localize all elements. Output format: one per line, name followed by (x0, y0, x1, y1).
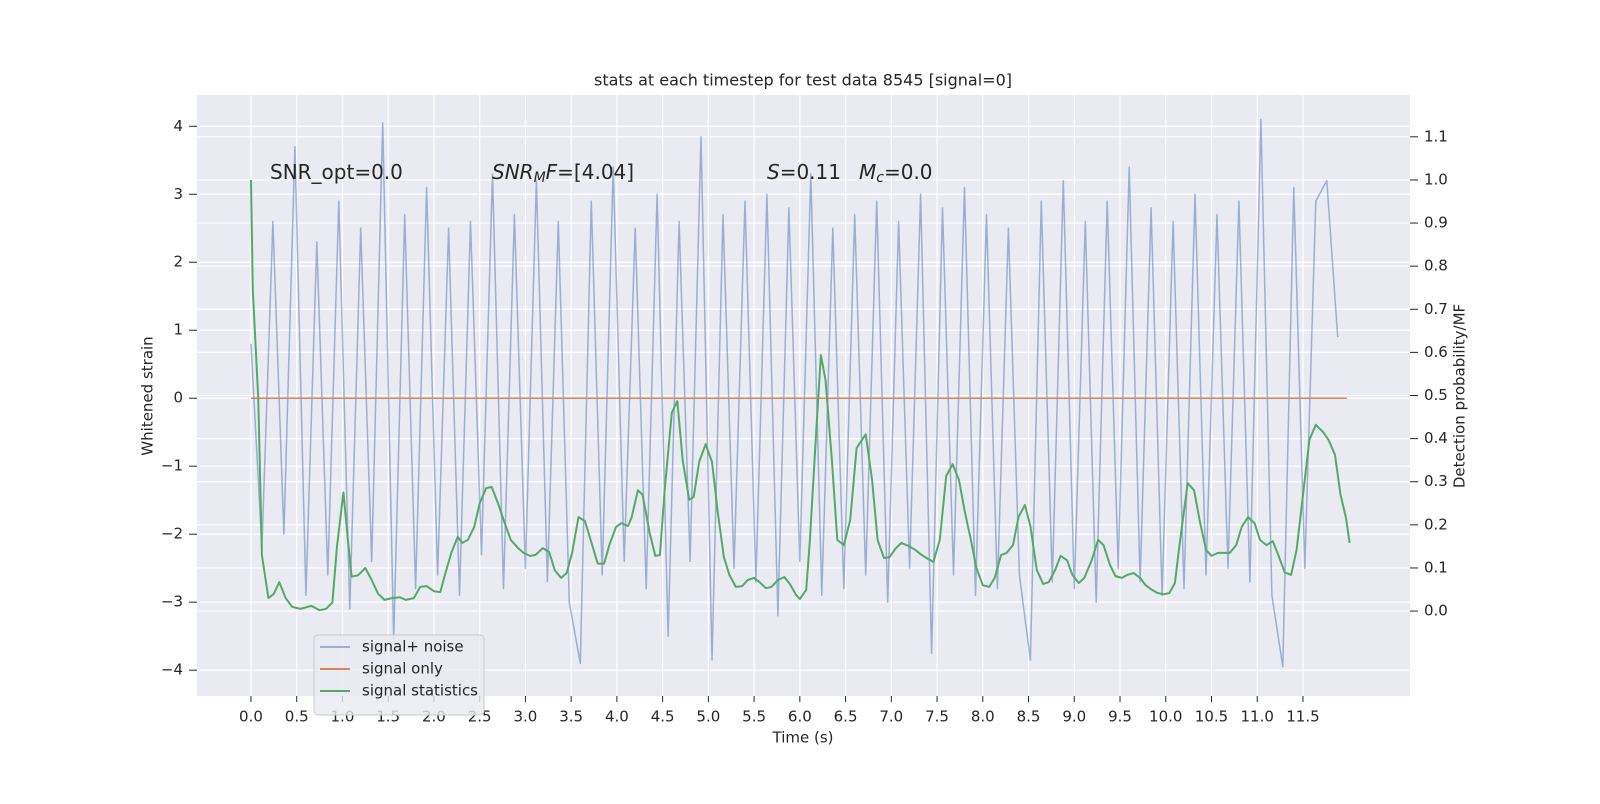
y-tick-label: 1 (173, 321, 183, 339)
y-tick-label: −3 (161, 593, 183, 611)
annotation-part: c (876, 170, 884, 186)
annotation-part: =0.0 (884, 160, 933, 184)
x-tick-label: 0.0 (239, 708, 263, 726)
annotation-part: M (859, 160, 876, 184)
y2-tick-label: 0.8 (1424, 257, 1448, 275)
x-tick-label: 11.0 (1241, 708, 1274, 726)
x-tick-label: 6.5 (834, 708, 858, 726)
y2-tick-label: 0.2 (1424, 515, 1448, 533)
y-tick-label: 2 (173, 253, 183, 271)
annotation-part: S (767, 160, 780, 184)
annotation-part: SNR (492, 160, 534, 184)
annotation: SNRMF=[4.04] (492, 160, 634, 187)
annotation: Mc=0.0 (859, 160, 933, 187)
x-tick-label: 9.5 (1108, 708, 1132, 726)
x-tick-label: 3.5 (559, 708, 583, 726)
y2-tick-label: 1.1 (1424, 127, 1448, 145)
y-tick-label: 0 (173, 389, 183, 407)
y-tick-label: −1 (161, 457, 183, 475)
y-tick-label: 3 (173, 185, 183, 203)
annotation-part: SNR_opt=0.0 (270, 160, 403, 184)
x-tick-label: 8.5 (1017, 708, 1041, 726)
annotation-part: =[4.04] (557, 160, 634, 184)
annotation: SNR_opt=0.0 (270, 160, 403, 184)
y2-axis-label: Detection probability/MF (1451, 304, 1469, 488)
x-tick-label: 3.0 (513, 708, 537, 726)
legend-label: signal only (362, 660, 443, 678)
x-tick-label: 4.0 (605, 708, 629, 726)
series-line (250, 118, 1339, 668)
series-line (250, 179, 1351, 612)
x-axis-label: Time (s) (772, 729, 834, 747)
x-tick-label: 5.5 (742, 708, 766, 726)
x-tick-label: 10.0 (1149, 708, 1182, 726)
y2-tick-label: 0.1 (1424, 558, 1448, 576)
legend-label: signal+ noise (362, 638, 464, 656)
y2-tick-label: 0.7 (1424, 300, 1448, 318)
x-tick-label: 9.0 (1062, 708, 1086, 726)
x-tick-label: 0.5 (285, 708, 309, 726)
x-tick-label: 8.0 (971, 708, 995, 726)
x-tick-label: 4.5 (651, 708, 675, 726)
y2-tick-label: 0.9 (1424, 214, 1448, 232)
y2-tick-label: 0.0 (1424, 602, 1448, 620)
legend: signal+ noise signal only signal statistic… (313, 634, 485, 716)
x-tick-label: 7.0 (879, 708, 903, 726)
y-tick-label: −4 (161, 661, 183, 679)
y2-tick-label: 0.3 (1424, 472, 1448, 490)
annotation-part: M (534, 170, 546, 186)
y-axis-label: Whitened strain (139, 336, 157, 455)
annotation-part: =0.11 (780, 160, 841, 184)
x-tick-label: 11.5 (1286, 708, 1319, 726)
marks (250, 118, 1351, 668)
axes: 0.0 0.5 1.0 1.5 2.0 2.5 3.0 3.5 4.0 4.5 5.0 5.5 6.0 6… (161, 117, 1448, 726)
annotation: S=0.11 (767, 160, 841, 184)
y2-tick-label: 0.5 (1424, 386, 1448, 404)
annotation-part: F (546, 160, 558, 184)
y2-tick-label: 0.4 (1424, 429, 1448, 447)
annotations: SNR_opt=0.0 SNRMF=[4.04] S=0.11 Mc=0.0 (270, 160, 933, 187)
legend-label: signal statistics (362, 682, 478, 700)
x-tick-label: 5.0 (696, 708, 720, 726)
y2-tick-label: 0.6 (1424, 343, 1448, 361)
y2-tick-label: 1.0 (1424, 170, 1448, 188)
y-tick-label: 4 (173, 117, 183, 135)
y-tick-label: −2 (161, 525, 183, 543)
chart-title: stats at each timestep for test data 854… (594, 71, 1012, 90)
x-tick-label: 7.5 (925, 708, 949, 726)
legend-box (313, 634, 485, 716)
x-tick-label: 6.0 (788, 708, 812, 726)
x-tick-label: 10.5 (1195, 708, 1228, 726)
